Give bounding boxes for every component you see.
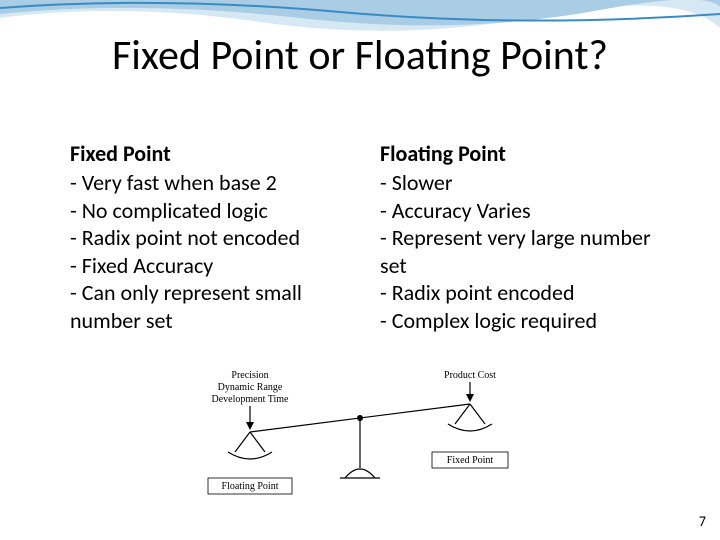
left-item: - No complicated logic (70, 197, 350, 225)
left-pan-label: Precision (231, 370, 268, 381)
right-column: Floating Point - Slower - Accuracy Varie… (380, 140, 660, 334)
left-item: - Can only represent small number set (70, 279, 350, 334)
right-item: - Radix point encoded (380, 279, 660, 307)
left-column: Fixed Point - Very fast when base 2 - No… (70, 140, 350, 334)
left-pan-label: Dynamic Range (218, 382, 283, 393)
slide-title: Fixed Point or Floating Point? (0, 30, 720, 81)
right-column-header: Floating Point (380, 140, 660, 167)
right-item: - Slower (380, 169, 660, 197)
page-number: 7 (699, 513, 706, 530)
right-item: - Accuracy Varies (380, 197, 660, 225)
right-item: - Represent very large number set (380, 224, 660, 279)
left-item: - Radix point not encoded (70, 224, 350, 252)
right-item: - Complex logic required (380, 307, 660, 335)
left-item: - Very fast when base 2 (70, 169, 350, 197)
balance-scale-diagram: Precision Dynamic Range Development Time… (160, 360, 560, 500)
right-pan-label: Product Cost (444, 370, 496, 381)
comparison-columns: Fixed Point - Very fast when base 2 - No… (70, 140, 660, 334)
left-base-label: Floating Point (222, 481, 279, 492)
left-item: - Fixed Accuracy (70, 252, 350, 280)
left-column-header: Fixed Point (70, 140, 350, 167)
right-base-label: Fixed Point (447, 455, 494, 466)
left-pan-label: Development Time (212, 394, 290, 405)
